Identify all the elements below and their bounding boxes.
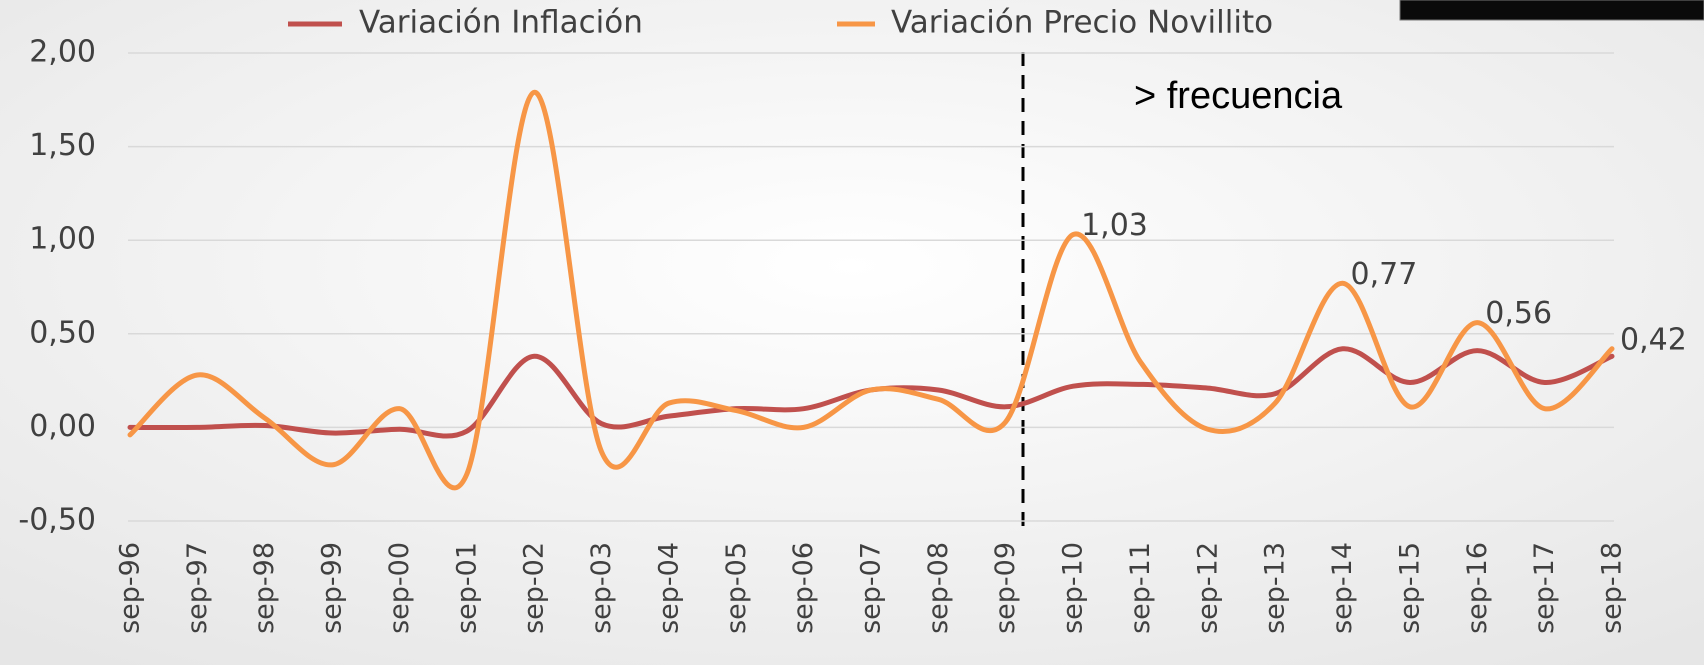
x-tick-label: sep-00 — [384, 542, 415, 634]
x-tick-label: sep-11 — [1125, 542, 1156, 634]
corner-box — [1399, 0, 1704, 21]
x-tick-label: sep-97 — [182, 542, 213, 634]
x-tick-label: sep-12 — [1192, 542, 1223, 634]
data-label: 0,77 — [1351, 257, 1418, 292]
y-tick-label: -0,50 — [18, 503, 96, 538]
x-tick-label: sep-99 — [317, 542, 348, 634]
y-tick-label: 0,50 — [29, 315, 96, 350]
x-tick-label: sep-98 — [249, 542, 280, 634]
y-tick-label: 1,50 — [29, 128, 96, 163]
data-label: 0,42 — [1620, 322, 1687, 357]
x-tick-label: sep-15 — [1394, 542, 1425, 634]
x-tick-label: sep-16 — [1462, 542, 1493, 634]
y-tick-label: 1,00 — [29, 222, 96, 257]
x-tick-label: sep-02 — [519, 542, 550, 634]
series-line — [127, 89, 1615, 491]
x-tick-label: sep-01 — [451, 542, 482, 634]
x-tick-label: sep-07 — [856, 542, 887, 634]
x-tick-label: sep-08 — [923, 542, 954, 634]
x-tick-label: sep-18 — [1597, 542, 1628, 634]
x-tick-label: sep-09 — [990, 542, 1021, 634]
x-tick-label: sep-17 — [1529, 542, 1560, 634]
legend-label: Variación Inflación — [359, 5, 643, 41]
y-tick-label: 2,00 — [29, 35, 96, 70]
data-label: 1,03 — [1081, 208, 1148, 243]
data-label: 0,56 — [1485, 296, 1552, 331]
legend-label: Variación Precio Novillito — [891, 5, 1273, 41]
x-tick-label: sep-96 — [115, 542, 146, 634]
x-tick-label: sep-05 — [721, 542, 752, 634]
y-tick-label: 0,00 — [29, 409, 96, 444]
x-tick-label: sep-14 — [1327, 542, 1358, 634]
x-tick-label: sep-03 — [586, 542, 617, 634]
x-tick-label: sep-06 — [788, 542, 819, 634]
annotation: > frecuencia — [1134, 75, 1343, 117]
x-tick-label: sep-04 — [653, 542, 684, 634]
x-tick-label: sep-10 — [1058, 542, 1089, 634]
x-tick-label: sep-13 — [1260, 542, 1291, 634]
